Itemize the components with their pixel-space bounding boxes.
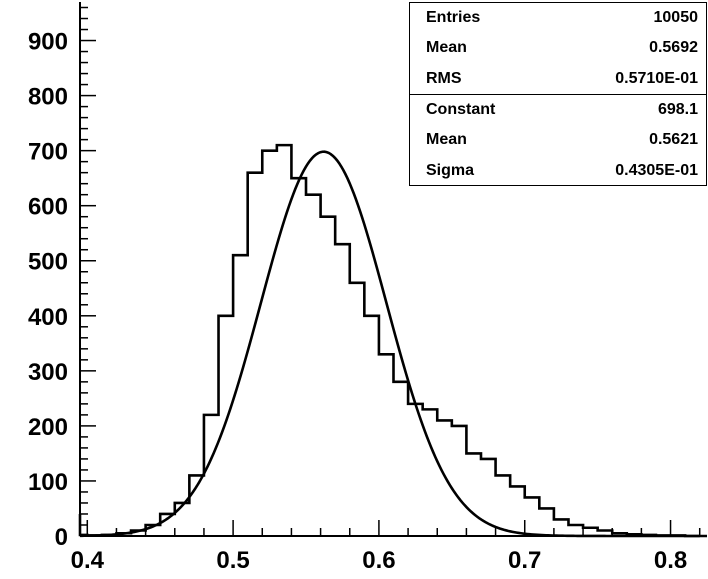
y-tick-label: 0	[55, 524, 68, 551]
y-tick-label: 300	[28, 359, 68, 386]
stats-box: Entries 10050 Mean 0.5692 RMS 0.5710E-01…	[409, 2, 707, 186]
x-axis: 0.4 0.5 0.6 0.7 0.8	[71, 520, 707, 574]
y-tick-label: 700	[28, 139, 68, 166]
stats-value: 0.5710E-01	[615, 69, 698, 87]
fit-curve-layer	[79, 150, 707, 538]
y-tick-label: 800	[28, 84, 68, 111]
x-tick-label: 0.4	[71, 547, 105, 574]
gaussian-fit-curve	[79, 150, 707, 538]
stats-row-constant: Constant 698.1	[410, 95, 706, 125]
stats-label: Mean	[426, 131, 467, 149]
histogram-layer	[78, 143, 700, 538]
stats-row-entries: Entries 10050	[410, 3, 706, 33]
x-tick-label: 0.8	[654, 547, 687, 574]
stats-row-fit-mean: Mean 0.5621	[410, 125, 706, 155]
y-axis: 0 100 200 300 400 500 600 700 800 900	[28, 2, 96, 551]
stats-value: 0.5692	[649, 39, 698, 57]
stats-row-mean: Mean 0.5692	[410, 33, 706, 63]
histogram-outline	[78, 143, 700, 538]
x-tick-label: 0.5	[216, 547, 249, 574]
x-tick-label: 0.6	[362, 547, 395, 574]
x-tick-label: 0.7	[508, 547, 541, 574]
stats-value: 10050	[653, 9, 699, 27]
stats-label: Mean	[426, 39, 467, 57]
stats-divider	[410, 93, 706, 95]
y-tick-label: 600	[28, 194, 68, 221]
y-tick-label: 400	[28, 304, 68, 331]
y-tick-label: 900	[28, 29, 68, 56]
stats-label: Constant	[426, 101, 496, 119]
stats-label: Sigma	[426, 161, 475, 179]
y-tick-label: 100	[28, 469, 68, 496]
stats-row-rms: RMS 0.5710E-01	[410, 64, 706, 94]
y-tick-label: 200	[28, 414, 68, 441]
stats-value: 698.1	[657, 101, 698, 119]
stats-label: RMS	[426, 69, 462, 87]
y-tick-label: 500	[28, 249, 68, 276]
stats-value: 0.4305E-01	[615, 161, 698, 179]
stats-label: Entries	[426, 9, 481, 27]
stats-row-sigma: Sigma 0.4305E-01	[410, 155, 706, 185]
stats-value: 0.5621	[649, 131, 698, 149]
